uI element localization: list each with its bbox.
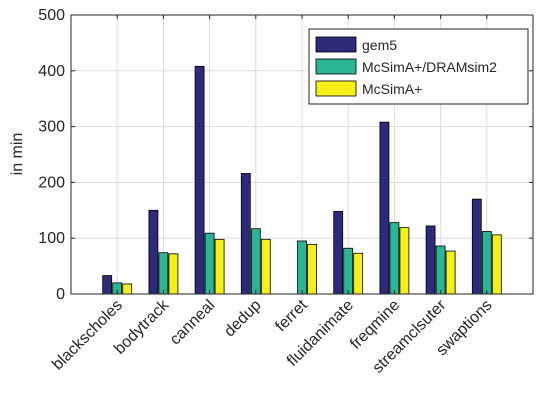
bar-mcsima--fluidanimate [353,252,364,295]
bar-gem5-freqmine [379,121,390,295]
y-tick-label: 300 [38,119,65,136]
bar-mcsima-dramsim2-swaptions [481,231,492,295]
legend-swatch [315,80,357,97]
legend-label: McSimA+ [362,81,422,97]
legend-label: McSimA+/DRAMsim2 [362,59,497,75]
bar-mcsima--blackscholes [122,283,133,295]
bar-mcsima-dramsim2-bodytrack [158,252,169,295]
bar-mcsima--bodytrack [168,253,179,295]
legend-swatch [315,58,357,75]
bar-mcsima-dramsim2-fluidanimate [343,247,354,295]
bar-gem5-swaptions [471,198,482,295]
legend-swatch [315,36,357,53]
x-tick-label: blackscholes [49,297,126,374]
bar-gem5-bodytrack [148,209,159,295]
bar-mcsima--canneal [214,238,225,295]
x-tick-label: canneal [167,297,219,349]
bar-gem5-fluidanimate [333,211,344,295]
bar-mcsima--streamclsuter [445,250,456,295]
legend: gem5 McSimA+/DRAMsim2 McSimA+ [308,28,529,105]
bar-mcsima-dramsim2-freqmine [389,222,400,295]
legend-label: gem5 [362,37,397,53]
bar-mcsima-dramsim2-streamclsuter [435,245,446,295]
y-tick-label: 400 [38,63,65,80]
y-tick-label: 0 [56,286,65,303]
x-tick-label: dedup [221,297,265,341]
bar-gem5-canneal [194,65,205,295]
y-tick-label: 500 [38,7,65,24]
bar-gem5-blackscholes [102,275,113,295]
bar-mcsima--ferret [307,243,317,295]
bar-mcsima--freqmine [399,227,410,295]
y-axis-label: in min [9,133,26,176]
bar-mcsima-dramsim2-ferret [297,240,307,295]
bar-mcsima--dedup [260,238,271,295]
bar-mcsima-dramsim2-dedup [250,228,261,295]
bar-gem5-dedup [240,173,251,295]
bar-mcsima--swaptions [491,234,502,295]
bar-mcsima-dramsim2-canneal [204,232,215,295]
y-tick-label: 100 [38,230,65,247]
x-tick-label: ferret [272,296,311,335]
y-tick-label: 200 [38,174,65,191]
bar-gem5-streamclsuter [425,225,436,295]
